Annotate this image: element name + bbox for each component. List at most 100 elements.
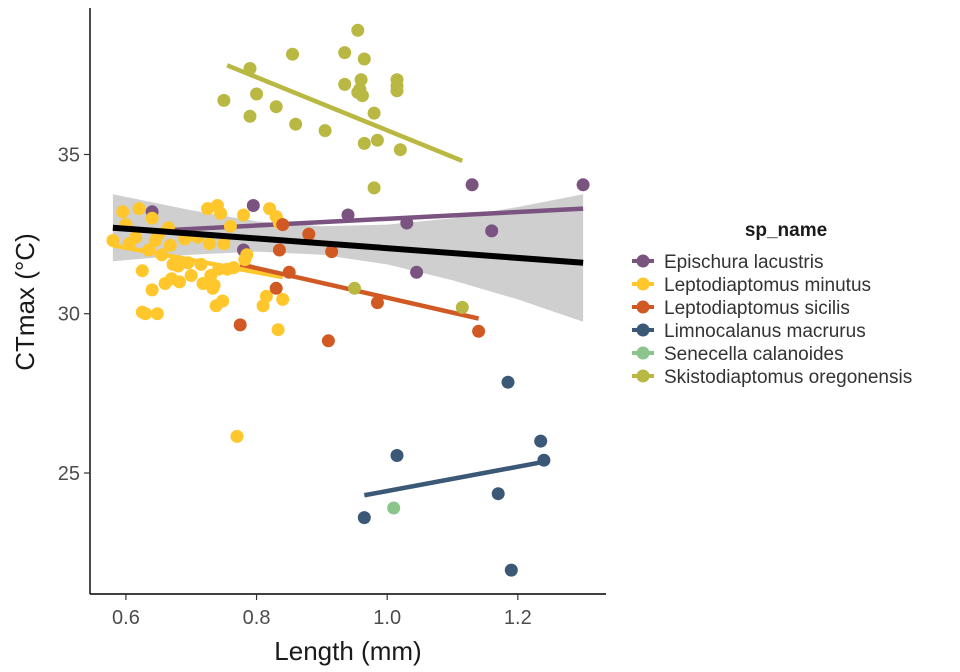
fit-line-series-5 xyxy=(226,63,464,163)
x-tick-label-2: 1.0 xyxy=(373,607,401,629)
point-series-1-39 xyxy=(217,237,231,251)
x-axis-ticks: 0.6 0.8 1.0 1.2 xyxy=(112,594,532,629)
point-series-1-5 xyxy=(132,202,146,216)
point-series-1-48 xyxy=(259,289,273,303)
legend-key-point-5 xyxy=(636,369,650,383)
legend-title: sp_name xyxy=(745,220,827,241)
fit-line-series-0 xyxy=(151,206,584,234)
point-series-2-5 xyxy=(302,227,316,241)
point-series-5-6 xyxy=(289,117,303,131)
point-series-1-4 xyxy=(129,230,143,244)
point-series-2-3 xyxy=(276,218,290,232)
legend-item-0: Epischura lacustris xyxy=(632,252,823,273)
point-series-1-38 xyxy=(216,294,230,308)
point-series-5-9 xyxy=(338,46,352,60)
legend-key-point-1 xyxy=(636,277,650,291)
point-series-2-2 xyxy=(272,243,286,257)
point-series-5-15 xyxy=(357,52,371,66)
point-series-1-30 xyxy=(203,237,216,251)
legend-item-2: Leptodiaptomus sicilis xyxy=(632,298,850,319)
point-series-5-5 xyxy=(286,47,299,61)
legend-label-2: Leptodiaptomus sicilis xyxy=(664,298,850,319)
point-series-3-0 xyxy=(357,511,371,525)
point-series-5-10 xyxy=(351,23,365,37)
point-series-5-1 xyxy=(243,62,257,75)
point-series-1-46 xyxy=(240,248,254,262)
point-series-0-3 xyxy=(341,208,355,222)
point-series-5-18 xyxy=(367,181,381,195)
y-axis-ticks: 25 30 35 xyxy=(58,145,90,485)
legend-item-3: Limnocalanus macrurus xyxy=(632,321,866,342)
point-series-1-1 xyxy=(116,205,130,219)
point-series-5-16 xyxy=(357,136,371,150)
point-series-5-2 xyxy=(243,109,257,123)
point-series-1-15 xyxy=(155,248,169,262)
point-series-1-10 xyxy=(145,211,159,225)
data-points-layer xyxy=(106,23,590,577)
point-series-5-0 xyxy=(217,93,231,107)
point-series-1-53 xyxy=(276,292,290,306)
point-series-1-22 xyxy=(173,275,186,289)
point-series-5-24 xyxy=(455,300,469,314)
point-series-1-18 xyxy=(163,238,177,252)
x-tick-label-3: 1.2 xyxy=(504,607,532,629)
point-series-1-13 xyxy=(150,307,164,321)
point-series-5-8 xyxy=(338,77,352,91)
point-series-2-8 xyxy=(370,296,384,310)
legend-item-1: Leptodiaptomus minutus xyxy=(632,275,871,296)
point-series-1-8 xyxy=(139,307,152,321)
y-tick-label-1: 30 xyxy=(58,304,80,326)
legend-label-1: Leptodiaptomus minutus xyxy=(664,275,871,296)
point-series-2-4 xyxy=(282,265,296,279)
x-tick-label-0: 0.6 xyxy=(112,607,140,629)
x-tick-label-1: 0.8 xyxy=(243,607,271,629)
legend-label-4: Senecella calanoides xyxy=(664,344,844,365)
x-axis-title: Length (mm) xyxy=(274,636,421,666)
point-series-5-17 xyxy=(367,106,381,120)
point-series-1-51 xyxy=(271,323,285,337)
point-series-2-7 xyxy=(325,245,339,259)
point-series-3-4 xyxy=(504,563,518,577)
point-series-1-44 xyxy=(237,208,250,222)
point-series-5-4 xyxy=(269,100,283,114)
point-series-1-29 xyxy=(201,202,215,216)
legend-item-5: Skistodiaptomus oregonensis xyxy=(632,367,912,388)
point-series-0-8 xyxy=(576,178,590,192)
point-series-1-25 xyxy=(184,269,198,282)
y-tick-label-0: 25 xyxy=(58,463,80,485)
point-series-5-13 xyxy=(354,73,368,87)
legend-label-0: Epischura lacustris xyxy=(664,252,823,273)
point-series-2-0 xyxy=(233,318,247,332)
point-series-3-3 xyxy=(501,375,515,389)
legend-key-point-0 xyxy=(636,254,650,268)
point-series-1-43 xyxy=(230,429,244,443)
point-series-0-5 xyxy=(410,265,424,279)
fit-line-series-3 xyxy=(363,459,545,498)
point-series-5-14 xyxy=(355,89,369,103)
point-series-1-24 xyxy=(181,256,195,270)
point-series-5-25 xyxy=(348,281,361,295)
legend-key-point-3 xyxy=(636,323,650,337)
point-series-1-41 xyxy=(223,219,237,233)
point-series-2-9 xyxy=(472,324,486,338)
point-series-1-28 xyxy=(196,277,210,290)
point-series-5-7 xyxy=(318,124,332,138)
point-series-0-2 xyxy=(246,199,260,212)
point-series-2-6 xyxy=(321,334,335,348)
point-series-3-5 xyxy=(534,434,548,448)
point-series-3-1 xyxy=(390,449,404,462)
point-series-1-9 xyxy=(142,243,156,257)
point-series-0-4 xyxy=(400,216,414,230)
point-series-0-6 xyxy=(465,178,479,192)
point-series-1-37 xyxy=(214,206,228,220)
point-series-5-19 xyxy=(370,133,384,147)
point-series-5-22 xyxy=(390,84,404,98)
point-series-5-3 xyxy=(250,87,264,101)
legend-item-4: Senecella calanoides xyxy=(632,344,844,365)
legend-key-point-4 xyxy=(636,346,650,360)
point-series-1-0 xyxy=(106,234,120,247)
point-series-1-21 xyxy=(171,259,185,273)
point-series-1-42 xyxy=(227,261,241,275)
